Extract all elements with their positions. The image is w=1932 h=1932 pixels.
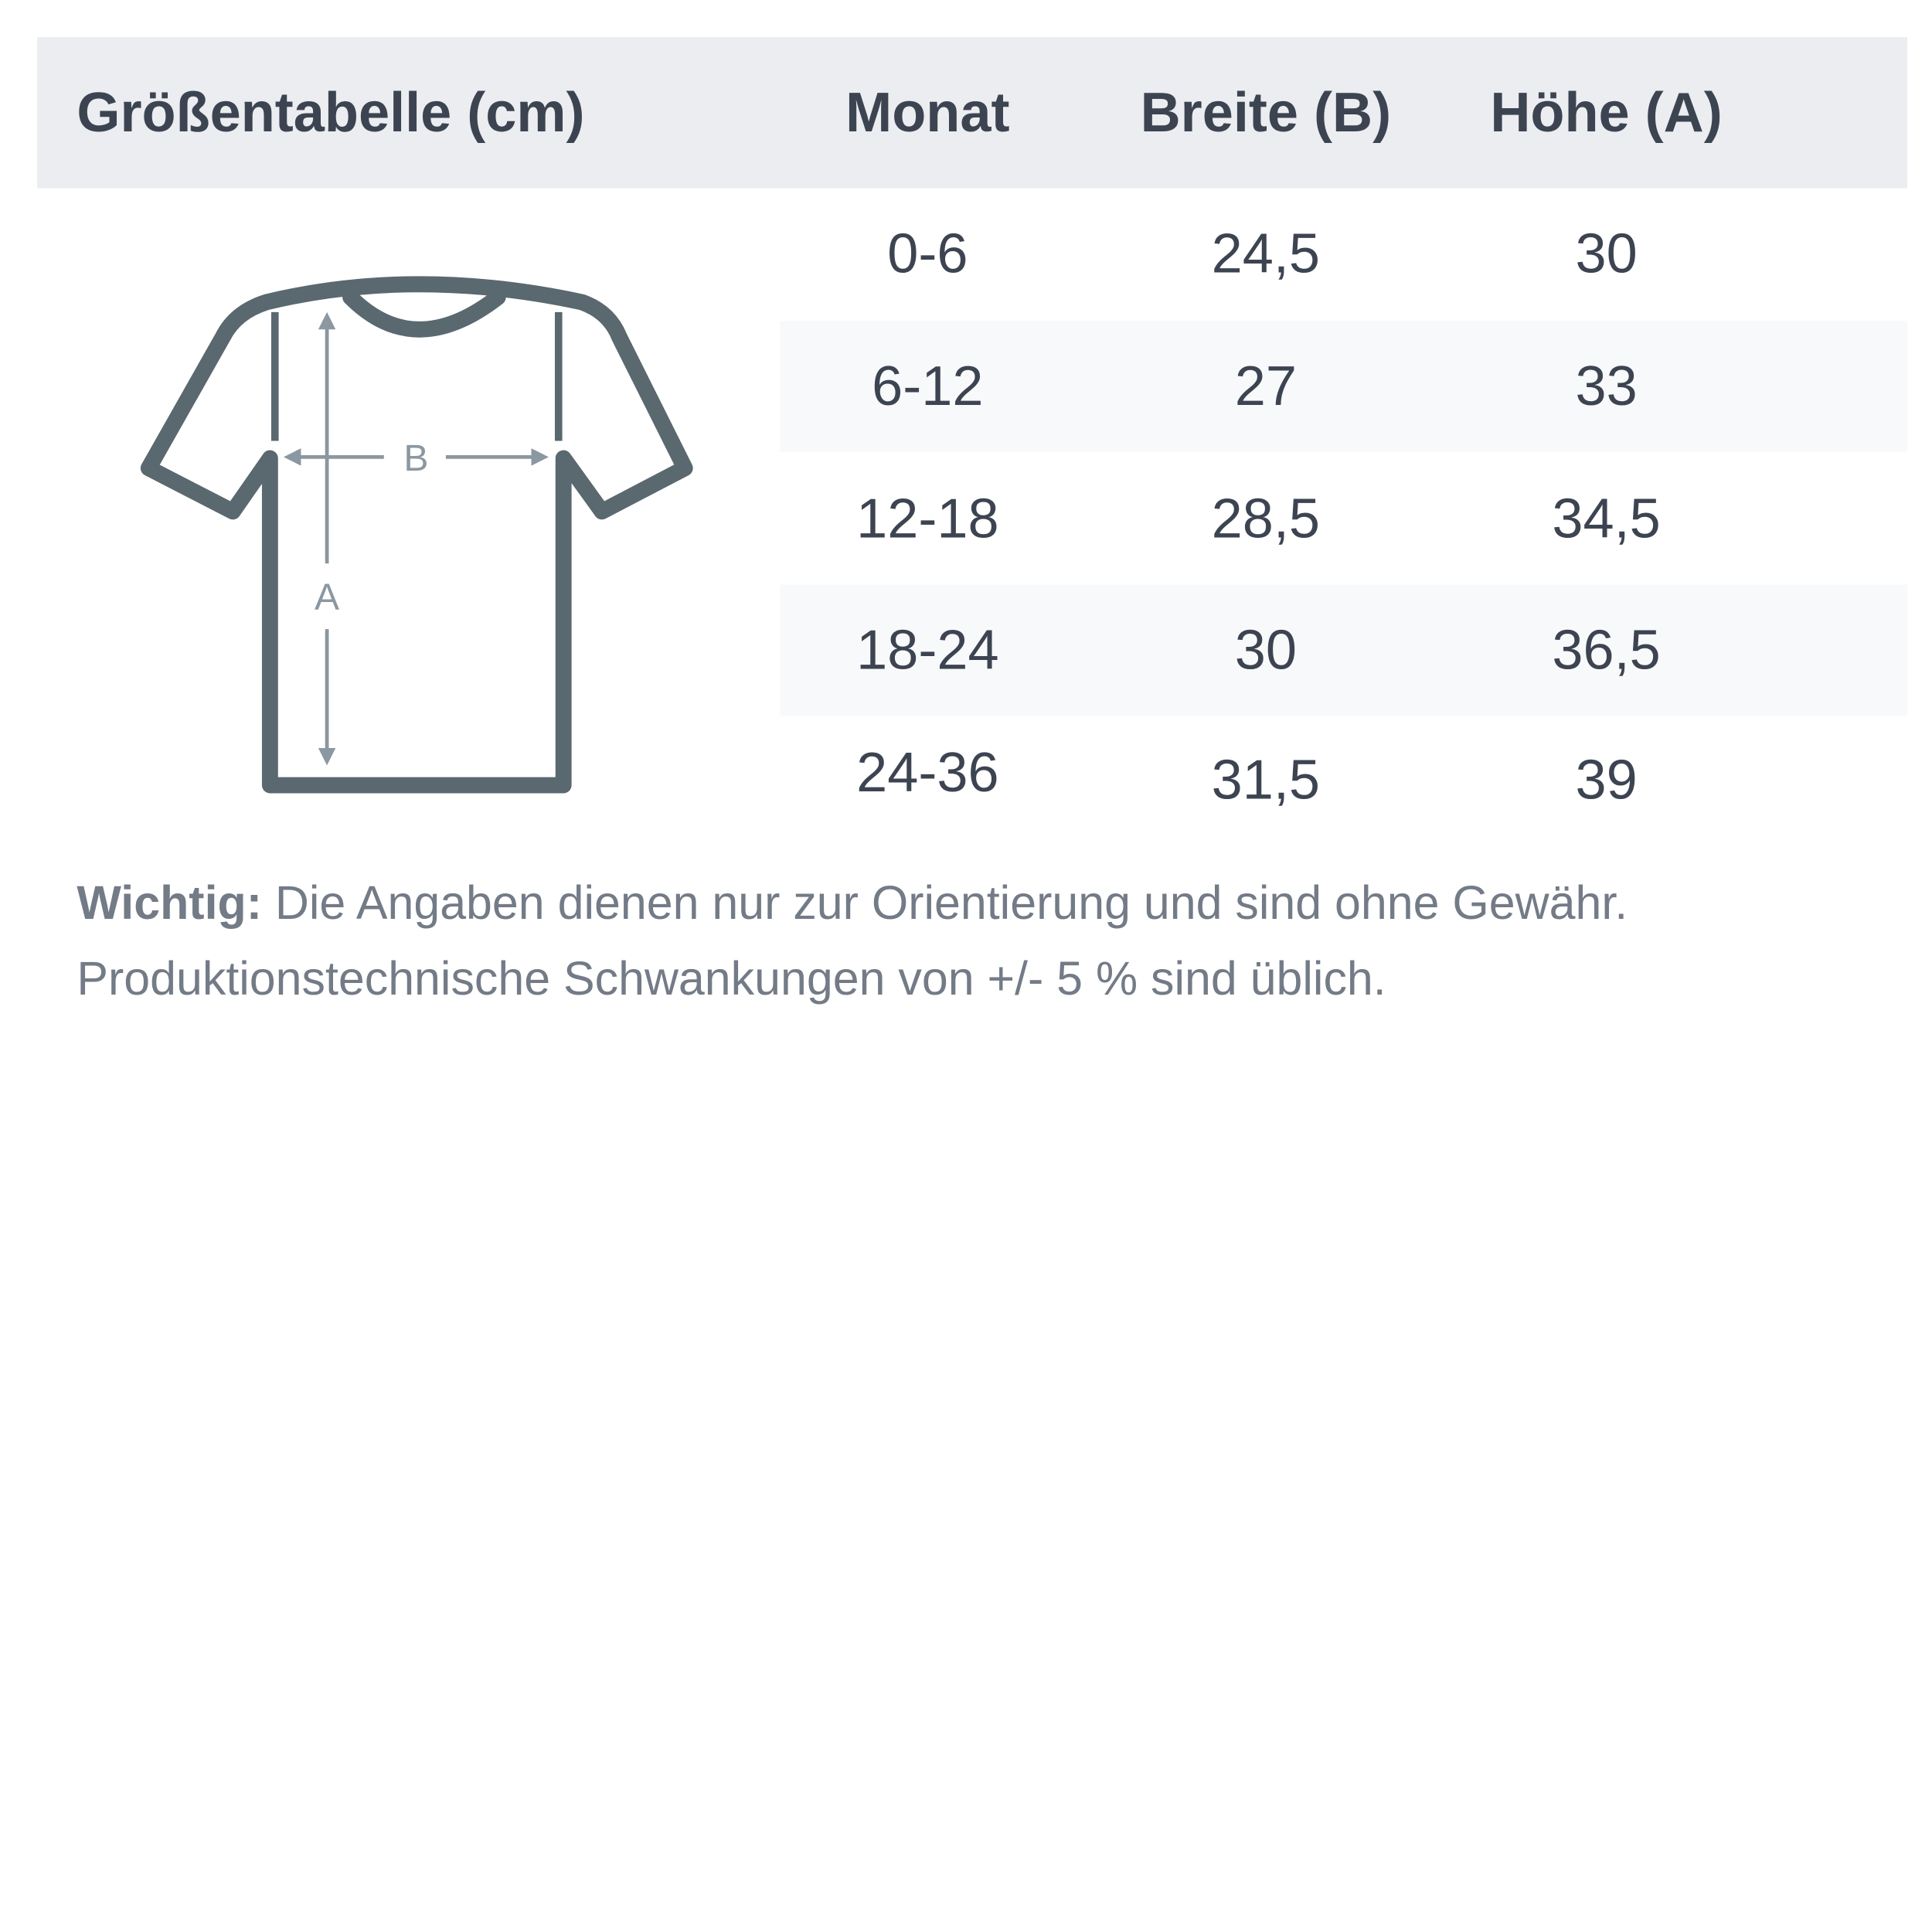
disclaimer-note: Wichtig: Die Angaben dienen nur zur Orie… (77, 867, 1885, 1019)
note-bold-label: Wichtig: (77, 878, 262, 930)
cell-height: 33 (1575, 354, 1638, 418)
note-line-1: Die Angaben dienen nur zur Orientierung … (261, 878, 1628, 930)
label-height: A (315, 576, 339, 617)
table-row: 18-24 30 36,5 (780, 584, 1908, 716)
cell-month: 6-12 (872, 354, 984, 418)
table-header (37, 37, 1908, 189)
cell-month: 24-36 (856, 740, 999, 804)
cell-height: 30 (1575, 221, 1638, 285)
cell-width: 30 (1234, 617, 1297, 682)
label-width: B (403, 437, 428, 479)
column-header-width: Breite (B) (1140, 80, 1392, 144)
cell-height: 39 (1575, 747, 1638, 811)
cell-height: 34,5 (1552, 486, 1661, 550)
cell-width: 27 (1234, 354, 1297, 418)
cell-month: 0-6 (887, 221, 968, 285)
column-header-height: Höhe (A) (1490, 80, 1723, 144)
tshirt-icon: B A (140, 276, 693, 794)
table-row: 0-6 24,5 30 (781, 189, 1907, 320)
table-title: Größentabelle (cm) (77, 80, 585, 144)
column-header-month: Monat (845, 80, 1010, 144)
cell-month: 12-18 (856, 486, 999, 550)
cell-month: 18-24 (856, 617, 999, 682)
cell-width: 28,5 (1211, 486, 1321, 550)
table-row: 24-36 31,5 39 (781, 712, 1907, 843)
cell-width: 24,5 (1211, 221, 1321, 285)
note-line-2: Produktionstechnische Schwankungen von +… (77, 954, 1386, 1006)
table-row: 12-18 28,5 34,5 (781, 454, 1907, 585)
cell-height: 36,5 (1552, 617, 1661, 682)
table-row: 6-12 27 33 (780, 321, 1908, 452)
cell-width: 31,5 (1211, 747, 1321, 811)
